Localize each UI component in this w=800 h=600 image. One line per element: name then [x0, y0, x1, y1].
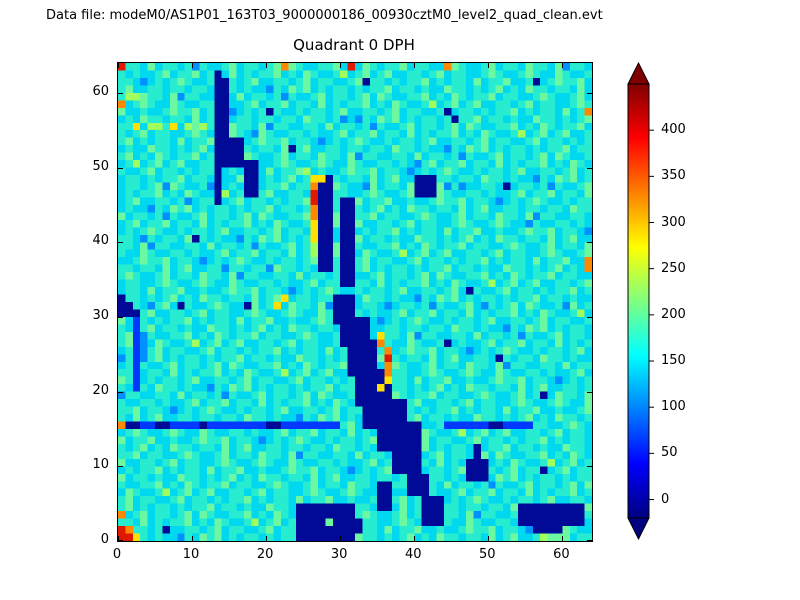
y-tick-label: 60	[92, 83, 109, 99]
x-tick-label: 0	[112, 547, 122, 562]
colorbar-tick-label: 0	[661, 491, 670, 507]
axis-tick-mark	[118, 63, 119, 68]
colorbar-over-arrow	[627, 61, 650, 85]
colorbar-tick-label: 100	[661, 399, 686, 415]
colorbar-tick-label: 50	[661, 445, 678, 461]
axis-tick-mark	[488, 536, 489, 541]
x-tick-label: 10	[182, 547, 200, 562]
colorbar-tick-label: 300	[661, 214, 686, 230]
chart-title: Quadrant 0 DPH	[293, 36, 415, 54]
axis-tick-mark	[587, 540, 592, 541]
data-file-label: Data file: modeM0/AS1P01_163T03_90000001…	[46, 8, 603, 23]
axis-tick-mark	[118, 168, 123, 169]
axis-tick-mark	[587, 168, 592, 169]
y-tick-label: 50	[92, 158, 109, 174]
colorbar-tick-label: 250	[661, 260, 686, 276]
colorbar-tick-label: 200	[661, 306, 686, 322]
axis-tick-mark	[118, 317, 123, 318]
axis-tick-mark	[118, 536, 119, 541]
x-tick-label: 40	[404, 547, 422, 562]
heatmap-canvas	[118, 63, 592, 541]
colorbar-gradient	[627, 83, 650, 519]
axis-tick-mark	[266, 63, 267, 68]
y-tick-label: 0	[100, 532, 109, 547]
axis-tick-mark	[414, 536, 415, 541]
axis-tick-mark	[192, 63, 193, 68]
axis-tick-mark	[414, 63, 415, 68]
axis-tick-mark	[266, 536, 267, 541]
axis-tick-mark	[587, 317, 592, 318]
axis-tick-mark	[587, 242, 592, 243]
colorbar-under-arrow	[627, 517, 650, 541]
colorbar-tick-label: 400	[661, 122, 686, 138]
axis-tick-mark	[587, 392, 592, 393]
y-tick-label: 40	[92, 233, 109, 249]
colorbar-tick-label: 350	[661, 168, 686, 184]
axis-tick-mark	[587, 93, 592, 94]
axis-tick-mark	[118, 466, 123, 467]
x-tick-label: 50	[479, 547, 496, 562]
axis-tick-mark	[488, 63, 489, 68]
axis-tick-mark	[118, 392, 123, 393]
x-tick-label: 60	[553, 547, 570, 562]
y-tick-label: 30	[92, 307, 109, 323]
axis-tick-mark	[562, 536, 563, 541]
axis-tick-mark	[562, 63, 563, 68]
axis-tick-mark	[587, 466, 592, 467]
axis-tick-mark	[118, 540, 123, 541]
colorbar: 0 50 100 150 200 250 300 350 400	[627, 61, 717, 541]
y-tick-label: 20	[92, 382, 109, 398]
x-tick-label: 20	[256, 547, 274, 562]
axis-tick-mark	[340, 63, 341, 68]
axis-tick-mark	[118, 93, 123, 94]
axis-tick-mark	[192, 536, 193, 541]
x-tick-label: 30	[330, 547, 348, 562]
colorbar-svg	[627, 61, 654, 541]
axis-tick-mark	[340, 536, 341, 541]
axis-tick-mark	[118, 242, 123, 243]
y-tick-label: 10	[92, 457, 109, 473]
colorbar-tick-label: 150	[661, 353, 686, 369]
heatmap-plot	[117, 62, 593, 542]
